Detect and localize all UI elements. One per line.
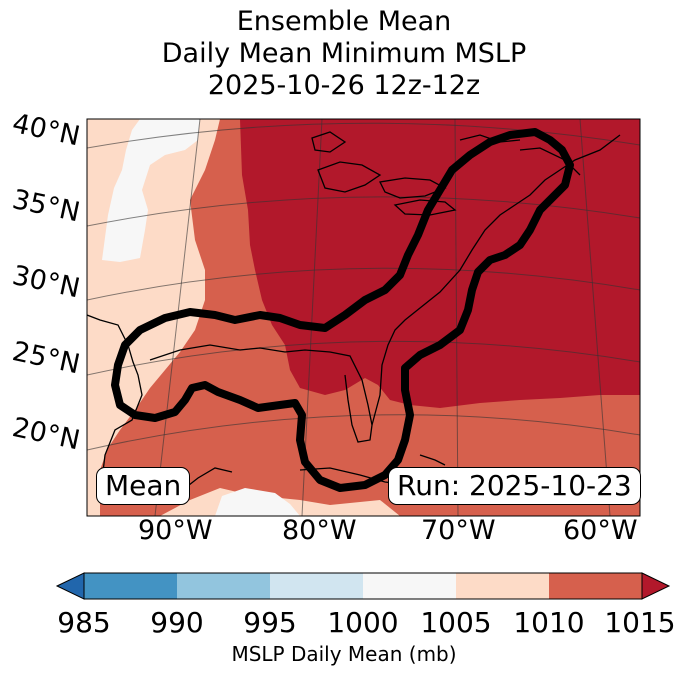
ensemble-contour <box>111 128 574 492</box>
mean-label-box: Mean <box>96 467 191 505</box>
field-white-patch <box>215 488 300 516</box>
colorbar-bin-990-995 <box>177 573 270 599</box>
map-plot-area <box>87 119 640 516</box>
colorbar-tick-995: 995 <box>243 606 297 639</box>
latitude-gridlines <box>87 122 640 451</box>
colorbar <box>55 572 671 600</box>
colorbar-label: MSLP Daily Mean (mb) <box>231 642 457 666</box>
coastlines <box>87 131 621 501</box>
colorbar-bin-985-990 <box>84 573 177 599</box>
colorbar-extend-low <box>55 572 85 600</box>
title-line-2: Daily Mean Minimum MSLP <box>161 38 527 69</box>
colorbar-bin-995-1000 <box>270 573 363 599</box>
field-1000-1005 <box>102 119 200 262</box>
run-label-box: Run: 2025-10-23 <box>388 467 641 505</box>
colorbar-tick-1005: 1005 <box>420 606 492 639</box>
field-above-1015 <box>240 119 640 408</box>
colorbar-tick-1010: 1010 <box>513 606 585 639</box>
colorbar-tick-985: 985 <box>57 606 111 639</box>
colorbar-tick-990: 990 <box>150 606 204 639</box>
lon-label-80w: 80°W <box>282 515 357 546</box>
lon-label-70w: 70°W <box>421 515 496 546</box>
colorbar-tick-1000: 1000 <box>327 606 399 639</box>
title-line-3: 2025-10-26 12z-12z <box>207 70 481 101</box>
lon-label-90w: 90°W <box>138 515 213 546</box>
lon-label-60w: 60°W <box>563 515 638 546</box>
colorbar-bin-1000-1005 <box>363 573 456 599</box>
title-line-1: Ensemble Mean <box>236 6 452 37</box>
colorbar-extend-high <box>641 572 671 600</box>
colorbar-bin-1005-1010 <box>456 573 549 599</box>
map-frame <box>86 118 641 517</box>
colorbar-bin-1010-1015 <box>549 573 642 599</box>
colorbar-tick-1015: 1015 <box>604 606 676 639</box>
